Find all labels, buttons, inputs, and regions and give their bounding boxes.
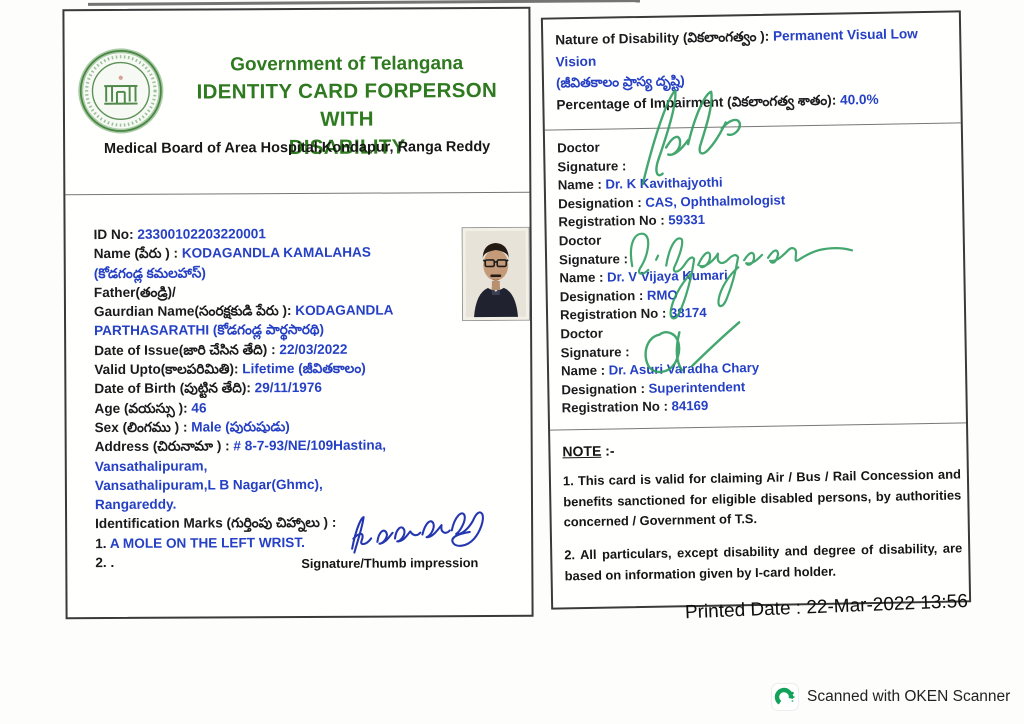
guardian-value-row: PARTHASARATHI (కోడగండ్ల పార్థసారథి) (94, 319, 494, 340)
signature-caption: Signature/Thumb impression (301, 555, 479, 571)
sex-row: Sex (లింగము ) : Male (పురుషుడు) (95, 416, 495, 437)
scanner-watermark: Scanned with OKEN Scanner (772, 684, 1010, 710)
doctor-block-3: Doctor Signature : Name : Dr. Asuri Varad… (560, 318, 962, 418)
card-title-line1: IDENTITY CARD FORPERSON WITH (196, 78, 498, 131)
age-row: Age (వయస్సు ): 46 (94, 397, 494, 418)
address-row: Address (చిరునామా ) : # 8-7-93/NE/109Has… (95, 435, 495, 456)
text-span: Lifetime (జీవితకాలం) (242, 360, 366, 377)
note-item-2: 2. All particulars, except disability an… (564, 540, 963, 583)
text-span: Vision (555, 53, 597, 69)
text-span: Name : (559, 269, 608, 286)
text-span: RMO (646, 287, 678, 303)
text-span: Vansathalipuram,L B Nagar(Ghmc), (94, 476, 323, 493)
text-span: 2. . (95, 555, 115, 571)
address-line-3: Vansathalipuram,L B Nagar(Ghmc), (95, 474, 495, 495)
text-span: Superintendent (648, 378, 746, 396)
text-span: Rangareddy. (94, 496, 177, 513)
text-span: Doctor (560, 325, 604, 342)
text-span: Name : (557, 176, 606, 193)
date-of-issue-row: Date of Issue(జారి చేసిన తేది) : 22/03/2… (94, 339, 494, 360)
cardholder-signature (351, 511, 484, 554)
note-heading-suffix: :- (601, 442, 615, 459)
text-span: KODAGANDLA KAMALAHAS (181, 244, 371, 261)
text-span: 29/11/1976 (254, 380, 322, 396)
text-span: Address (చిరునామా ) : (94, 438, 234, 455)
text-span: Dr. Asuri Varadha Chary (608, 360, 760, 378)
scan-artifact-line (87, 0, 641, 6)
name-row: Name (పేరు ) : KODAGANDLA KAMALAHAS (94, 242, 494, 263)
disability-section: Nature of Disability (వికలాంగత్వం ): Per… (555, 22, 956, 115)
text-span: Age (వయస్సు ): (94, 400, 192, 416)
address-line-2: Vansathalipuram, (95, 455, 495, 476)
text-span: Father(తండ్రి)/ (93, 284, 176, 300)
government-title: Government of Telangana (230, 53, 464, 76)
text-span: Vansathalipuram, (94, 458, 208, 474)
text-span: Designation : (557, 194, 646, 212)
text-span: 1. (95, 535, 110, 551)
scanner-watermark-text: Scanned with OKEN Scanner (807, 688, 1011, 705)
note-heading: NOTE :- (562, 442, 614, 459)
doctor-block-1: Doctor Signature : Name : Dr. K Kavithajy… (557, 132, 959, 232)
issuing-board: Medical Board of Area Hospital,Kondapur,… (103, 138, 491, 158)
text-span: 22/03/2022 (279, 341, 348, 357)
header-divider (65, 191, 530, 196)
text-span: Signature : (558, 250, 629, 267)
text-span: Designation : (561, 380, 649, 398)
oken-scanner-icon (772, 684, 798, 710)
text-span: Date of Issue(జారి చేసిన తేది) : (94, 341, 280, 358)
text-span: ID No: (93, 226, 138, 243)
text-span: Signature : (557, 157, 627, 175)
text-span: Registration No : (558, 212, 669, 230)
text-span: PARTHASARATHI (కోడగండ్ల పార్థసారథి) (94, 322, 325, 339)
text-span: Signature : (560, 343, 630, 360)
note-item-1: 1. This card is valid for claiming Air /… (562, 466, 962, 530)
section-divider (550, 422, 967, 431)
text-span: Identification Marks (గుర్తింపు చిహ్నాలు… (95, 515, 337, 532)
id-no-row: ID No: 23300102203220001 (94, 223, 494, 244)
text-span: (జీవితకాలం ప్రాస్య దృష్టి) (555, 73, 685, 91)
doctors-section: Doctor Signature : Name : Dr. K Kavithajy… (557, 132, 962, 418)
text-span: Registration No : (559, 305, 671, 323)
text-span: Registration No : (561, 398, 672, 416)
text-span: A MOLE ON THE LEFT WRIST. (109, 534, 305, 551)
text-span: (కోడగండ్ల కమలహాస్) (93, 265, 206, 281)
text-span: Male (పురుషుడు) (191, 419, 290, 435)
text-span: 46 (191, 400, 207, 416)
father-row: Father(తండ్రి)/ (94, 281, 494, 302)
text-span: Designation : (559, 287, 648, 305)
text-span: Nature of Disability (వికలాంగత్వం ): (555, 28, 774, 48)
text-span: 38174 (669, 305, 707, 321)
text-span: Gaurdian Name(సంరక్షకుడి పేరు ): (93, 303, 296, 320)
section-divider (544, 122, 961, 131)
text-span: Name : (560, 362, 609, 379)
name-telugu-row: (కోడగండ్ల కమలహాస్) (94, 262, 494, 283)
valid-upto-row: Valid Upto(కాలపరిమితి): Lifetime (జీవితక… (94, 358, 494, 379)
text-span: KODAGANDLA (295, 302, 394, 319)
text-span: Permanent Visual Low (772, 26, 918, 44)
text-span: Doctor (557, 139, 600, 156)
date-of-birth-row: Date of Birth (పుట్టిన తేది): 29/11/1976 (94, 377, 494, 398)
text-span: Name (పేరు ) : (93, 245, 182, 262)
text-span: Dr. K Kavithajyothi (605, 174, 723, 192)
text-span: 23300102203220001 (137, 226, 266, 242)
text-span: Dr. V Vijaya Kumari (606, 267, 728, 285)
text-span: Valid Upto(కాలపరిమితి): (94, 361, 243, 378)
id-card-front: Government of Telangana IDENTITY CARD FO… (62, 6, 534, 620)
id-card-back: Nature of Disability (వికలాంగత్వం ): Per… (540, 10, 972, 610)
note-heading-word: NOTE (562, 442, 602, 460)
doctor-block-2: Doctor Signature : Name : Dr. V Vijaya Ku… (559, 225, 961, 325)
text-span: Sex (లింగము ) : (94, 419, 192, 436)
text-span: # 8-7-93/NE/109Hastina, (233, 437, 387, 454)
text-span: Percentage of Impairment (వికలాంగత్వ శాత… (556, 92, 841, 112)
text-span: 40.0% (839, 91, 879, 107)
telangana-seal-icon (77, 47, 165, 135)
guardian-row: Gaurdian Name(సంరక్షకుడి పేరు ): KODAGAN… (94, 300, 494, 321)
text-span: CAS, Ophthalmologist (645, 192, 786, 210)
cardholder-photo (461, 226, 531, 322)
text-span: 84169 (671, 398, 709, 414)
text-span: Doctor (558, 232, 602, 249)
text-span: Date of Birth (పుట్టిన తేది): (94, 380, 255, 397)
text-span: 59331 (668, 212, 706, 228)
